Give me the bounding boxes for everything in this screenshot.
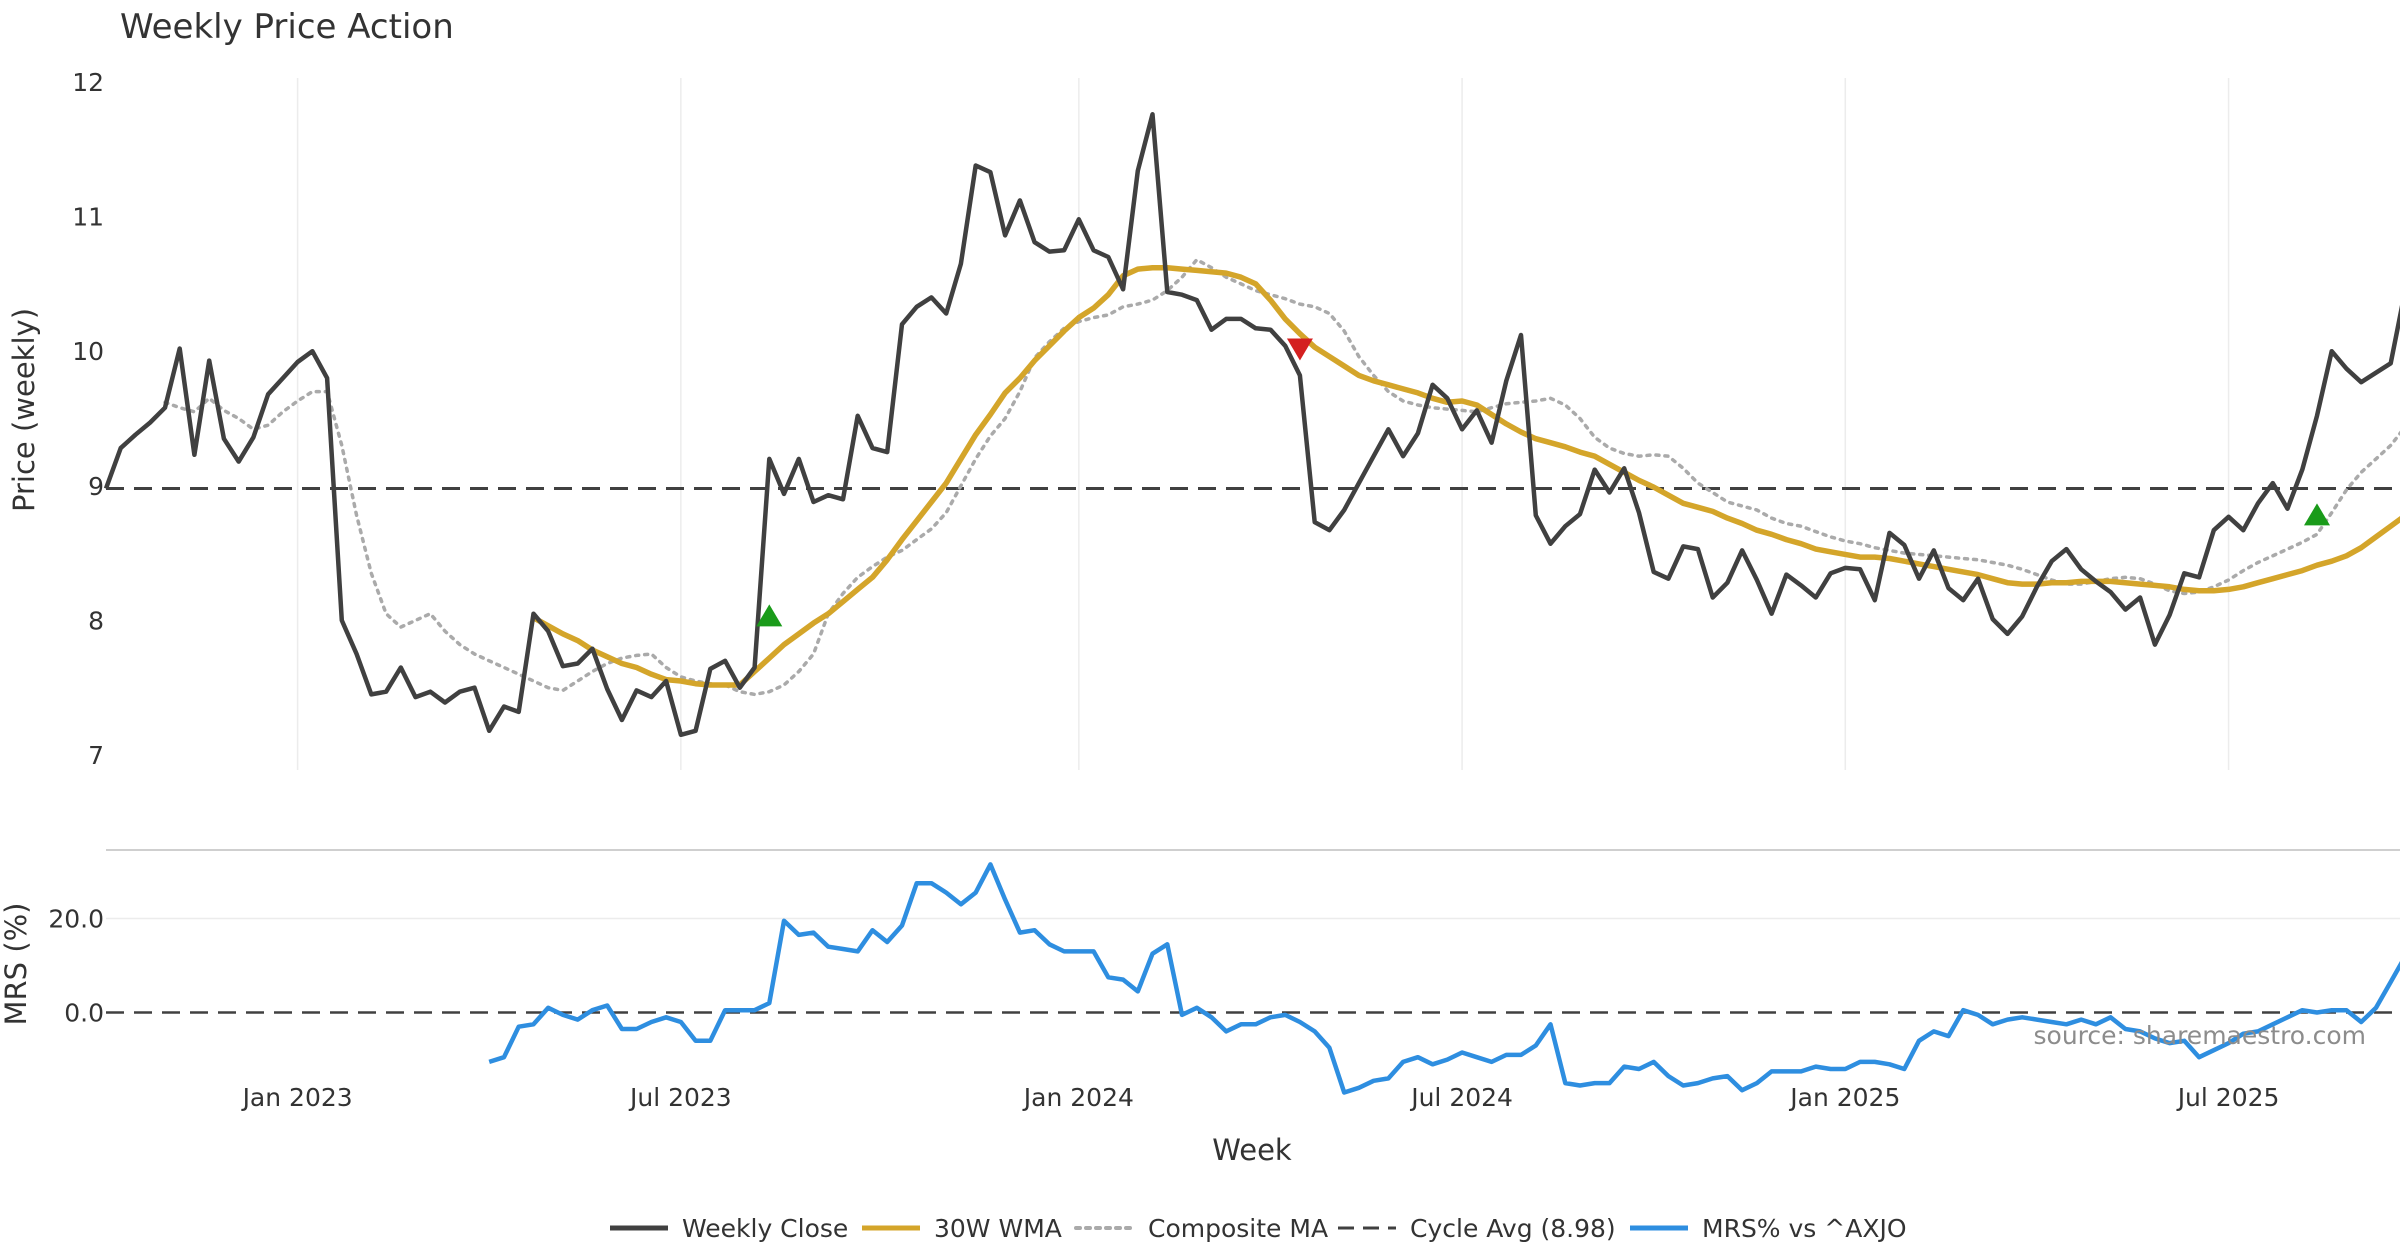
- price-y-tick-label: 11: [72, 203, 104, 232]
- price-y-tick-label: 12: [72, 68, 104, 97]
- x-tick-label: Jan 2025: [1788, 1083, 1900, 1112]
- source-note: source: sharemaestro.com: [2034, 1021, 2367, 1050]
- x-tick-label: Jan 2023: [241, 1083, 353, 1112]
- series-composite-ma: [163, 257, 2400, 697]
- x-tick-label: Jan 2024: [1022, 1083, 1134, 1112]
- axis-ticks: Jan 2023 Jul 2023 Jan 2024 Jul 2024 Jan 2025…: [48, 68, 2279, 1112]
- legend-label: 30W WMA: [934, 1214, 1062, 1243]
- price-y-axis-label: Price (weekly): [7, 308, 41, 512]
- legend-label: Cycle Avg (8.98): [1410, 1214, 1616, 1243]
- x-tick-label: Jul 2025: [2176, 1083, 2280, 1112]
- legend: Weekly Close 30W WMA Composite MA Cycle Avg…: [610, 1214, 1907, 1243]
- price-y-tick-label: 8: [88, 606, 104, 635]
- price-y-tick-label: 7: [88, 741, 104, 770]
- x-tick-label: Jul 2023: [628, 1083, 732, 1112]
- series-weekly-close: [103, 112, 2400, 738]
- mrs-y-axis-label: MRS (%): [0, 903, 33, 1026]
- grid-lines: [106, 78, 2400, 920]
- x-axis-label: Week: [1212, 1133, 1292, 1167]
- legend-label: MRS% vs ^AXJO: [1702, 1214, 1907, 1243]
- legend-label: Weekly Close: [682, 1214, 848, 1243]
- price-y-tick-label: 10: [72, 337, 104, 366]
- mrs-y-tick-label: 20.0: [48, 904, 104, 933]
- sell-signal-marker: [1286, 338, 1313, 361]
- signal-markers: [756, 338, 2330, 627]
- mrs-y-tick-label: 0.0: [64, 999, 104, 1028]
- legend-label: Composite MA: [1148, 1214, 1328, 1243]
- buy-signal-marker: [2304, 503, 2330, 526]
- price-y-tick-label: 9: [88, 472, 104, 501]
- series-group: [103, 112, 2400, 1095]
- chart-title: Weekly Price Action: [120, 7, 454, 47]
- x-tick-label: Jul 2024: [1409, 1083, 1513, 1112]
- series-30w-wma: [532, 264, 2400, 688]
- buy-signal-marker: [756, 604, 783, 627]
- series-mrs: [488, 862, 2400, 1095]
- reference-lines: [106, 486, 2400, 1014]
